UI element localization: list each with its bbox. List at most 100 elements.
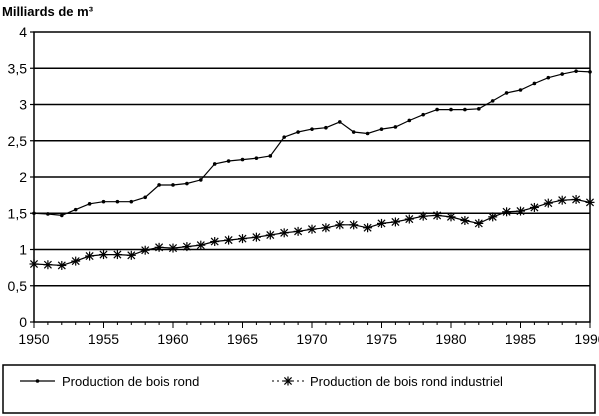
data-point <box>418 211 428 221</box>
legend: Production de bois rond Production de bo… <box>2 364 596 414</box>
data-point <box>379 127 384 131</box>
data-point <box>73 207 78 212</box>
data-point <box>199 178 203 182</box>
grid <box>34 67 590 287</box>
data-point <box>210 237 220 247</box>
data-point <box>585 197 595 207</box>
data-point <box>504 91 509 95</box>
data-point <box>349 220 359 230</box>
data-point <box>338 120 342 124</box>
y-tick-label: 1,5 <box>8 205 28 221</box>
data-point <box>254 156 259 160</box>
data-point <box>477 107 481 111</box>
data-point <box>432 210 442 220</box>
x-tick-label: 1960 <box>157 331 188 347</box>
data-point <box>238 234 247 244</box>
y-tick-label: 1 <box>19 242 27 258</box>
data-point <box>588 70 592 74</box>
y-tick-label: 4 <box>19 24 27 40</box>
x-tick-label: 1985 <box>505 331 536 347</box>
data-point <box>435 107 439 112</box>
y-tick-label: 3,5 <box>8 60 28 76</box>
x-tick-label: 1955 <box>88 331 119 347</box>
data-point <box>404 214 414 224</box>
data-point <box>516 206 525 216</box>
data-point <box>293 226 303 236</box>
legend-frame <box>2 364 596 414</box>
data-point <box>449 107 453 112</box>
data-point <box>226 159 231 163</box>
data-point <box>251 232 261 242</box>
data-point <box>474 218 484 228</box>
data-point <box>321 223 331 233</box>
data-point <box>363 223 373 233</box>
data-point <box>265 230 275 240</box>
data-point <box>407 118 412 123</box>
data-point <box>71 256 81 266</box>
data-point <box>32 211 36 216</box>
data-point <box>529 202 539 212</box>
data-point <box>268 154 273 158</box>
data-point <box>557 195 567 205</box>
data-point <box>171 183 175 187</box>
series-bois-rond-industriel <box>29 194 595 270</box>
data-point <box>502 207 512 217</box>
y-tick-label: 0,5 <box>8 278 28 294</box>
data-point <box>60 213 64 218</box>
data-point <box>571 194 581 204</box>
data-point <box>560 72 564 76</box>
y-tick-label: 0 <box>19 314 27 330</box>
data-point <box>85 251 95 261</box>
data-point <box>196 240 206 250</box>
data-point <box>463 107 467 112</box>
data-point <box>490 99 495 103</box>
data-point <box>224 235 234 245</box>
data-point <box>168 243 178 253</box>
data-point <box>43 260 53 270</box>
data-point <box>154 242 164 252</box>
legend-symbol-bois-rond <box>20 379 55 383</box>
x-tick-label: 1990 <box>574 331 599 347</box>
data-point <box>488 212 498 222</box>
data-point <box>335 220 345 230</box>
data-point <box>143 195 147 200</box>
data-point <box>157 183 161 187</box>
y-tick-label: 2 <box>19 169 27 185</box>
data-point <box>351 130 356 134</box>
data-point <box>365 131 370 136</box>
legend-label-bois-rond-industriel: Production de bois rond industriel <box>310 374 503 389</box>
data-point <box>129 199 134 204</box>
data-point <box>282 135 287 139</box>
data-point <box>296 130 300 134</box>
x-tick-label: 1950 <box>18 331 49 347</box>
legend-symbol-bois-rond-industriel <box>272 376 304 386</box>
data-point <box>46 212 50 216</box>
y-axis: 0 0,5 1 1,5 2 2,5 3 3,5 4 <box>8 24 34 330</box>
data-point <box>212 162 217 166</box>
data-point <box>112 250 122 260</box>
data-point <box>377 218 386 228</box>
data-point <box>307 224 317 234</box>
data-point <box>182 242 192 252</box>
data-point <box>460 216 470 225</box>
unit-label: Milliards de m³ <box>2 4 94 19</box>
data-point <box>140 245 150 255</box>
data-point <box>390 217 400 227</box>
data-point <box>101 199 106 204</box>
data-point <box>87 202 92 206</box>
y-tick-label: 3 <box>19 97 27 113</box>
data-point <box>240 157 245 162</box>
legend-label-bois-rond: Production de bois rond <box>62 374 199 389</box>
series-bois-rond <box>32 69 592 218</box>
data-point <box>185 181 189 186</box>
data-point <box>421 112 426 117</box>
data-point <box>324 125 328 130</box>
series-layer <box>29 69 595 270</box>
x-axis: 1950 1955 1960 1965 1970 1975 1980 1985 1990 <box>18 322 599 347</box>
data-point <box>532 81 537 86</box>
x-tick-label: 1965 <box>227 331 258 347</box>
y-tick-label: 2,5 <box>8 133 28 149</box>
data-point <box>574 69 578 73</box>
data-point <box>99 250 108 260</box>
